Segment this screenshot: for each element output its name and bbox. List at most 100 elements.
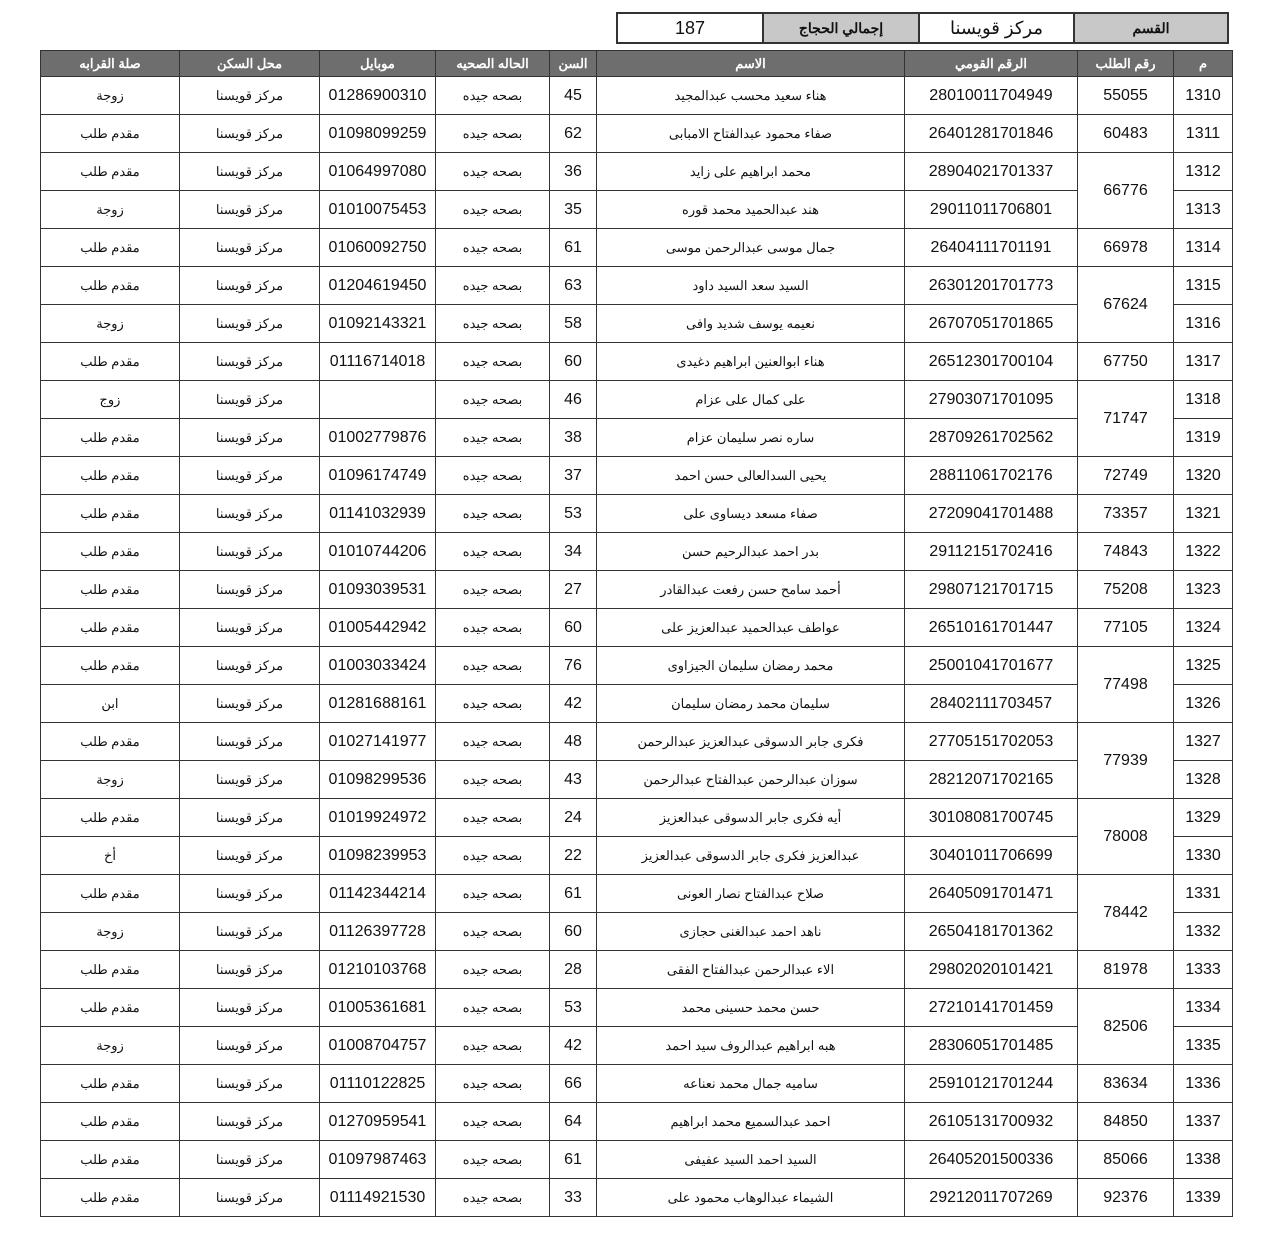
cell-mobile: 01097987463 bbox=[319, 1140, 436, 1179]
cell-residence: مركز قويسنا bbox=[179, 646, 320, 685]
cell-age: 27 bbox=[549, 570, 597, 609]
cell-mobile: 01210103768 bbox=[319, 950, 436, 989]
cell-mobile: 01005361681 bbox=[319, 988, 436, 1027]
cell-name: محمد رمضان سليمان الجيزاوى bbox=[596, 646, 905, 685]
cell-age: 22 bbox=[549, 836, 597, 875]
cell-national-id: 27209041701488 bbox=[904, 494, 1078, 533]
cell-mobile: 01142344214 bbox=[319, 874, 436, 913]
cell-age: 62 bbox=[549, 114, 597, 153]
cell-mobile: 01281688161 bbox=[319, 684, 436, 723]
cell-mobile: 01098299536 bbox=[319, 760, 436, 799]
cell-row-index: 1327 bbox=[1173, 722, 1233, 761]
cell-health-status: بصحه جيده bbox=[435, 228, 550, 267]
cell-mobile: 01010744206 bbox=[319, 532, 436, 571]
cell-row-index: 1339 bbox=[1173, 1178, 1233, 1217]
cell-mobile: 01286900310 bbox=[319, 76, 436, 115]
cell-name: سليمان محمد رمضان سليمان bbox=[596, 684, 905, 723]
cell-name: هناء ابوالعنين ابراهيم دغيدى bbox=[596, 342, 905, 381]
cell-health-status: بصحه جيده bbox=[435, 456, 550, 495]
table-row: 1313 29011011706801 هند عبدالحميد محمد قور… bbox=[40, 190, 1233, 229]
cell-row-index: 1310 bbox=[1173, 76, 1233, 115]
cell-national-id: 25910121701244 bbox=[904, 1064, 1078, 1103]
header-col-mobile: موبايل bbox=[319, 50, 436, 77]
cell-name: جمال موسى عبدالرحمن موسى bbox=[596, 228, 905, 267]
cell-health-status: بصحه جيده bbox=[435, 342, 550, 381]
cell-mobile: 01002779876 bbox=[319, 418, 436, 457]
cell-age: 34 bbox=[549, 532, 597, 571]
cell-name: صفاء مسعد ديساوى على bbox=[596, 494, 905, 533]
cell-age: 42 bbox=[549, 684, 597, 723]
cell-relation: مقدم طلب bbox=[40, 798, 180, 837]
cell-row-index: 1323 bbox=[1173, 570, 1233, 609]
cell-residence: مركز قويسنا bbox=[179, 798, 320, 837]
section-label: القسم bbox=[1073, 12, 1229, 44]
pilgrims-table: م رقم الطلب الرقم القومي الاسم السن الحاله ال… bbox=[40, 50, 1233, 1217]
table-row: 1314 66978 26404111701191 جمال موسى عبدالرح… bbox=[40, 228, 1233, 267]
cell-age: 43 bbox=[549, 760, 597, 799]
cell-row-index: 1317 bbox=[1173, 342, 1233, 381]
cell-national-id: 28010011704949 bbox=[904, 76, 1078, 115]
cell-national-id: 28904021701337 bbox=[904, 152, 1078, 191]
table-row: 1331 78442 26405091701471 صلاح عبدالفتاح نص… bbox=[40, 874, 1233, 951]
cell-request-no: 72749 bbox=[1077, 456, 1174, 495]
table-row: 1326 28402111703457 سليمان محمد رمضان سليم… bbox=[40, 684, 1233, 723]
cell-request-no: 71747 bbox=[1077, 380, 1174, 457]
table-row: 1334 82506 27210141701459 حسن محمد حسينى مح… bbox=[40, 988, 1233, 1065]
cell-age: 64 bbox=[549, 1102, 597, 1141]
cell-row-index: 1333 bbox=[1173, 950, 1233, 989]
cell-name: صفاء محمود عبدالفتاح الامبابى bbox=[596, 114, 905, 153]
cell-mobile: 01093039531 bbox=[319, 570, 436, 609]
cell-row-index: 1328 bbox=[1173, 760, 1233, 799]
cell-name: السيد سعد السيد داود bbox=[596, 266, 905, 305]
table-row: 1328 28212071702165 سوزان عبدالرحمن عبدالف… bbox=[40, 760, 1233, 799]
cell-relation: مقدم طلب bbox=[40, 532, 180, 571]
cell-residence: مركز قويسنا bbox=[179, 266, 320, 305]
cell-age: 46 bbox=[549, 380, 597, 419]
cell-health-status: بصحه جيده bbox=[435, 874, 550, 913]
cell-health-status: بصحه جيده bbox=[435, 836, 550, 875]
table-row: 1310 55055 28010011704949 هناء سعيد محسب عب… bbox=[40, 76, 1233, 115]
cell-relation: زوج bbox=[40, 380, 180, 419]
table-row: 1339 92376 29212011707269 الشيماء عبدالوهاب… bbox=[40, 1178, 1233, 1217]
cell-relation: مقدم طلب bbox=[40, 1102, 180, 1141]
cell-row-index: 1325 bbox=[1173, 646, 1233, 685]
cell-residence: مركز قويسنا bbox=[179, 456, 320, 495]
cell-health-status: بصحه جيده bbox=[435, 114, 550, 153]
table-row: 1319 28709261702562 ساره نصر سليمان عزام 38… bbox=[40, 418, 1233, 457]
cell-national-id: 26404111701191 bbox=[904, 228, 1078, 267]
table-row: 1312 66776 28904021701337 محمد ابراهيم على … bbox=[40, 152, 1233, 229]
cell-health-status: بصحه جيده bbox=[435, 1026, 550, 1065]
cell-request-no: 84850 bbox=[1077, 1102, 1174, 1141]
table-row: 1327 77939 27705151702053 فكرى جابر الدسوقى… bbox=[40, 722, 1233, 799]
cell-row-index: 1311 bbox=[1173, 114, 1233, 153]
cell-residence: مركز قويسنا bbox=[179, 532, 320, 571]
cell-national-id: 26510161701447 bbox=[904, 608, 1078, 647]
cell-residence: مركز قويسنا bbox=[179, 1064, 320, 1103]
cell-residence: مركز قويسنا bbox=[179, 380, 320, 419]
cell-relation: زوجة bbox=[40, 304, 180, 343]
cell-row-index: 1338 bbox=[1173, 1140, 1233, 1179]
cell-request-no: 66776 bbox=[1077, 152, 1174, 229]
cell-row-index: 1319 bbox=[1173, 418, 1233, 457]
cell-age: 53 bbox=[549, 988, 597, 1027]
cell-residence: مركز قويسنا bbox=[179, 1026, 320, 1065]
cell-mobile: 01005442942 bbox=[319, 608, 436, 647]
cell-national-id: 25001041701677 bbox=[904, 646, 1078, 685]
cell-health-status: بصحه جيده bbox=[435, 912, 550, 951]
header-col-name: الاسم bbox=[596, 50, 905, 77]
cell-health-status: بصحه جيده bbox=[435, 570, 550, 609]
cell-row-index: 1330 bbox=[1173, 836, 1233, 875]
summary-table: القسم مركز قويسنا إجمالي الحجاج 187 bbox=[616, 12, 1229, 44]
cell-relation: مقدم طلب bbox=[40, 646, 180, 685]
cell-row-index: 1336 bbox=[1173, 1064, 1233, 1103]
cell-row-index: 1326 bbox=[1173, 684, 1233, 723]
cell-mobile: 01010075453 bbox=[319, 190, 436, 229]
cell-row-index: 1315 bbox=[1173, 266, 1233, 305]
cell-name: ناهد احمد عبدالغنى حجازى bbox=[596, 912, 905, 951]
table-row: 1336 83634 25910121701244 ساميه جمال محمد ن… bbox=[40, 1064, 1233, 1103]
cell-mobile: 01126397728 bbox=[319, 912, 436, 951]
cell-relation: مقدم طلب bbox=[40, 228, 180, 267]
cell-age: 42 bbox=[549, 1026, 597, 1065]
cell-mobile: 01141032939 bbox=[319, 494, 436, 533]
table-row: 1338 85066 26405201500336 السيد احمد السيد … bbox=[40, 1140, 1233, 1179]
